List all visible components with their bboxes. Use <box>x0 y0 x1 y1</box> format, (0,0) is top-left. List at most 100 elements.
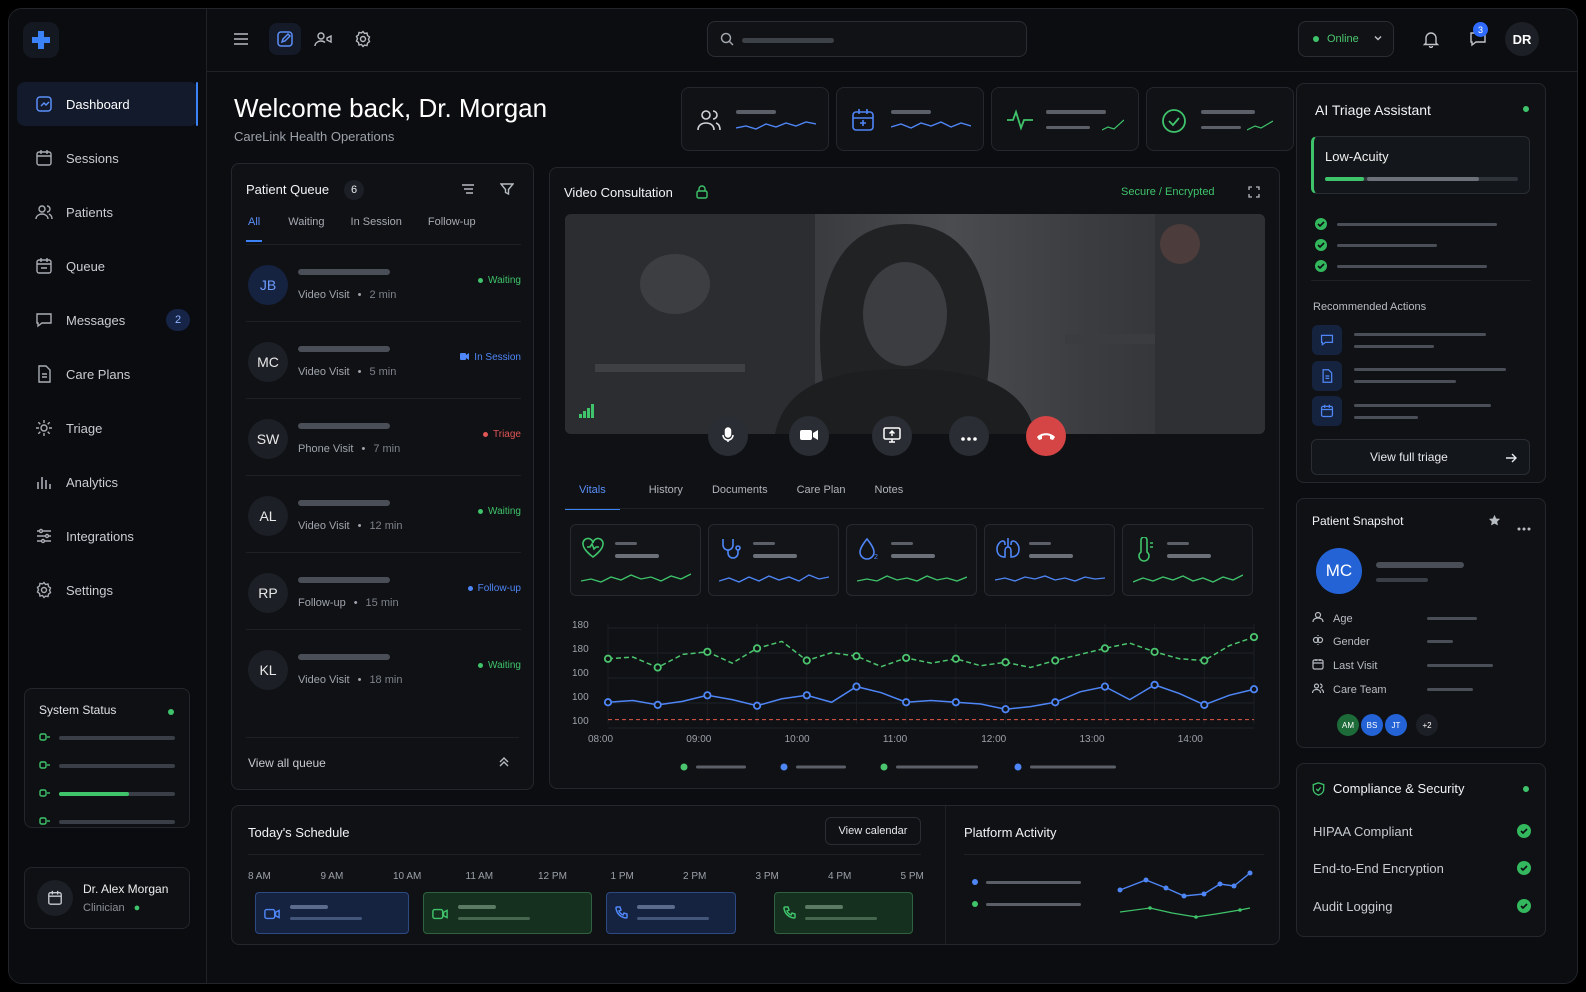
y-tick-label: 100 <box>572 668 589 679</box>
kpi-card-sessions[interactable] <box>836 87 984 151</box>
logo[interactable] <box>23 22 59 58</box>
kpi-card-patients[interactable] <box>681 87 829 151</box>
sidebar-item-queue[interactable]: Queue <box>17 244 198 288</box>
data-point <box>1100 682 1110 691</box>
sidebar-item-analytics[interactable]: Analytics <box>17 460 198 504</box>
check-circle-icon <box>1161 108 1187 137</box>
camera-button[interactable] <box>789 416 829 456</box>
user-card[interactable]: Dr. Alex Morgan Clinician ● <box>24 867 190 929</box>
schedule-hour-label: 11 AM <box>465 871 494 882</box>
droplet-icon: 2 <box>857 537 881 564</box>
video-feed[interactable] <box>565 214 1265 434</box>
vital-card-blood-pressure[interactable] <box>708 524 839 596</box>
tab-follow-up[interactable]: Follow-up <box>427 216 476 228</box>
sidebar-item-settings[interactable]: Settings <box>17 568 198 612</box>
tab-notes[interactable]: Notes <box>874 484 904 496</box>
team-avatar[interactable]: JT <box>1385 714 1407 736</box>
queue-row[interactable]: AL Video Visit • 12 min Waiting <box>246 475 521 552</box>
microphone-icon <box>721 426 735 446</box>
check-icon <box>1315 218 1327 230</box>
more-options-button[interactable] <box>949 416 989 456</box>
sidebar-item-patients[interactable]: Patients <box>17 190 198 234</box>
search-input[interactable] <box>707 21 1027 57</box>
sort-icon[interactable] <box>461 182 475 199</box>
view-full-triage-button[interactable]: View full triage <box>1311 439 1530 475</box>
patient-avatar: RP <box>248 573 288 613</box>
team-avatar[interactable]: AM <box>1337 714 1359 736</box>
sidebar-item-sessions[interactable]: Sessions <box>17 136 198 180</box>
schedule-event-video[interactable] <box>255 892 409 934</box>
queue-row[interactable]: SW Phone Visit • 7 min Triage <box>246 398 521 475</box>
tab-in-session[interactable]: In Session <box>350 216 402 228</box>
users-icon <box>34 202 54 222</box>
view-all-queue-link[interactable]: View all queue <box>248 756 326 770</box>
compliance-title: Compliance & Security <box>1333 781 1465 796</box>
sidebar-item-integrations[interactable]: Integrations <box>17 514 198 558</box>
settings-icon[interactable] <box>347 23 379 55</box>
tab-all[interactable]: All <box>246 216 263 242</box>
gender-icon <box>1312 634 1324 649</box>
snapshot-row-gender: Gender <box>1312 634 1453 649</box>
lungs-icon <box>995 537 1021 562</box>
queue-row[interactable]: MC Video Visit • 5 min In Session <box>246 321 521 398</box>
end-call-button[interactable] <box>1026 416 1066 456</box>
mic-button[interactable] <box>708 416 748 456</box>
queue-row[interactable]: KL Video Visit • 18 min Waiting <box>246 629 521 706</box>
queue-row[interactable]: JB Video Visit • 2 min Waiting <box>246 244 521 321</box>
team-more-count[interactable]: +2 <box>1416 714 1438 736</box>
visit-meta: Follow-up • 15 min <box>298 597 399 609</box>
x-tick-label: 14:00 <box>1178 734 1203 745</box>
status-badge: In Session <box>460 352 521 363</box>
tab-care-plan[interactable]: Care Plan <box>796 484 846 496</box>
calendar-icon[interactable] <box>1312 396 1342 426</box>
tab-waiting[interactable]: Waiting <box>288 216 325 228</box>
status-dropdown[interactable]: Online <box>1298 21 1394 57</box>
kpi-card-completed[interactable] <box>1146 87 1294 151</box>
vital-card-respiration[interactable] <box>984 524 1115 596</box>
bell-icon[interactable] <box>1415 23 1447 55</box>
vital-card-oxygen[interactable]: 2 <box>846 524 977 596</box>
team-avatar[interactable]: BS <box>1361 714 1383 736</box>
filter-icon[interactable] <box>499 182 515 199</box>
patient-avatar: MC <box>1316 548 1362 594</box>
queue-row[interactable]: RP Follow-up • 15 min Follow-up <box>246 552 521 629</box>
data-point <box>603 698 613 707</box>
schedule-event-phone[interactable] <box>774 892 913 934</box>
sidebar: Dashboard Sessions Patients Queue Messag… <box>9 9 207 983</box>
view-calendar-button[interactable]: View calendar <box>825 817 921 845</box>
vital-card-heart-rate[interactable] <box>570 524 701 596</box>
schedule-event-phone[interactable] <box>606 892 736 934</box>
video-user-icon[interactable] <box>307 23 339 55</box>
document-icon[interactable] <box>1312 361 1342 391</box>
tab-history[interactable]: History <box>648 484 683 496</box>
screen-share-button[interactable] <box>872 416 912 456</box>
sidebar-item-dashboard[interactable]: Dashboard <box>17 82 198 126</box>
avatar[interactable]: DR <box>1505 22 1539 56</box>
star-icon[interactable] <box>1488 514 1501 530</box>
sidebar-item-messages[interactable]: Messages 2 <box>17 298 198 342</box>
tab-documents[interactable]: Documents <box>711 484 768 496</box>
menu-icon[interactable] <box>225 23 257 55</box>
vital-card-temperature[interactable] <box>1122 524 1253 596</box>
sidebar-item-care-plans[interactable]: Care Plans <box>17 352 198 396</box>
status-progress-bar <box>59 735 175 740</box>
kpi-card-vitals[interactable] <box>991 87 1139 151</box>
edit-icon[interactable] <box>269 23 301 55</box>
status-progress-bar <box>59 791 175 796</box>
data-point <box>802 691 811 700</box>
y-tick-label: 100 <box>572 716 589 727</box>
chevrons-up-icon[interactable] <box>498 756 510 771</box>
field-label: Gender <box>1333 635 1370 648</box>
acuity-card[interactable]: Low-Acuity <box>1311 136 1530 194</box>
status-badge: Waiting <box>478 275 521 286</box>
expand-icon[interactable] <box>1248 186 1260 201</box>
series-line <box>607 684 1255 710</box>
schedule-event-video[interactable] <box>423 892 592 934</box>
more-icon[interactable] <box>1517 519 1531 534</box>
sidebar-item-triage[interactable]: Triage <box>17 406 198 450</box>
data-point <box>1001 658 1010 667</box>
sidebar-nav: Dashboard Sessions Patients Queue Messag… <box>9 82 206 622</box>
tab-vitals[interactable]: Vitals <box>565 484 620 510</box>
chat-icon[interactable] <box>1312 325 1342 355</box>
visit-meta: Video Visit • 18 min <box>298 674 403 686</box>
